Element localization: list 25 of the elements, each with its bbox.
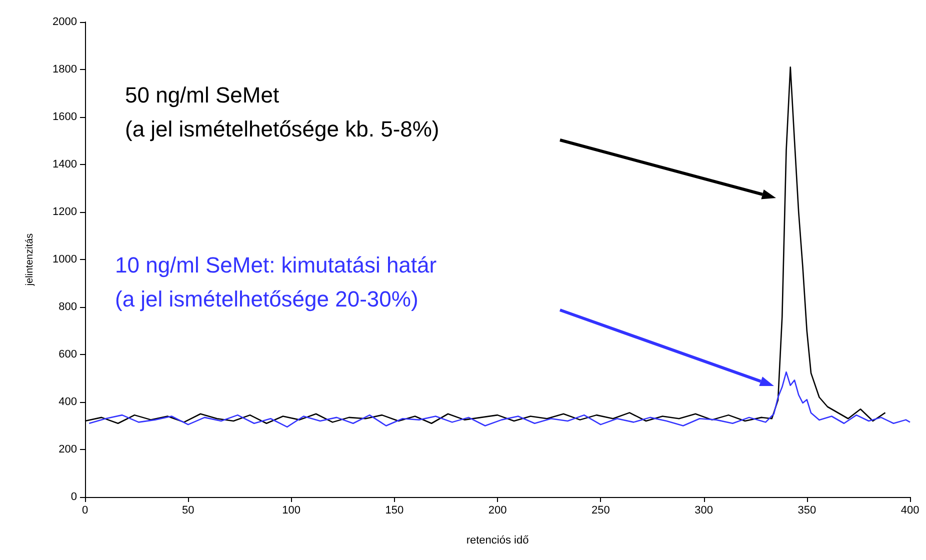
y-tick-label: 1800: [52, 64, 77, 76]
y-tick-label: 200: [58, 444, 77, 456]
x-axis-title: retenciós idő: [466, 534, 529, 546]
y-tick-label: 2000: [52, 16, 77, 28]
x-tick-label: 200: [488, 504, 507, 516]
y-tick-label: 1600: [52, 111, 77, 123]
y-tick-label: 1400: [52, 158, 77, 170]
x-tick-label: 400: [900, 504, 920, 516]
x-tick-label: 50: [182, 504, 194, 516]
annotation: 50 ng/ml SeMet (a jel ismételhetősége kb. 5-8%): [125, 82, 440, 142]
y-tick-label: 0: [70, 491, 77, 503]
x-tick-label: 300: [694, 504, 713, 516]
annotation: 10 ng/ml SeMet: kimutatási határ (a jel ismételhetősége 20-30%): [115, 252, 437, 312]
y-tick-label: 800: [58, 301, 77, 313]
y-tick-label: 600: [58, 348, 77, 360]
x-tick-label: 0: [82, 504, 88, 516]
x-tick-label: 350: [798, 504, 816, 516]
x-tick-label: 150: [385, 504, 404, 516]
y-axis-title: jelintenzitás: [24, 233, 36, 287]
line-series: [88, 371, 911, 428]
x-tick-label: 250: [591, 504, 610, 516]
x-tick-label: 100: [282, 504, 300, 516]
y-tick-label: 400: [58, 396, 77, 408]
y-tick-label: 1200: [52, 206, 77, 218]
y-tick-label: 1000: [52, 254, 77, 266]
